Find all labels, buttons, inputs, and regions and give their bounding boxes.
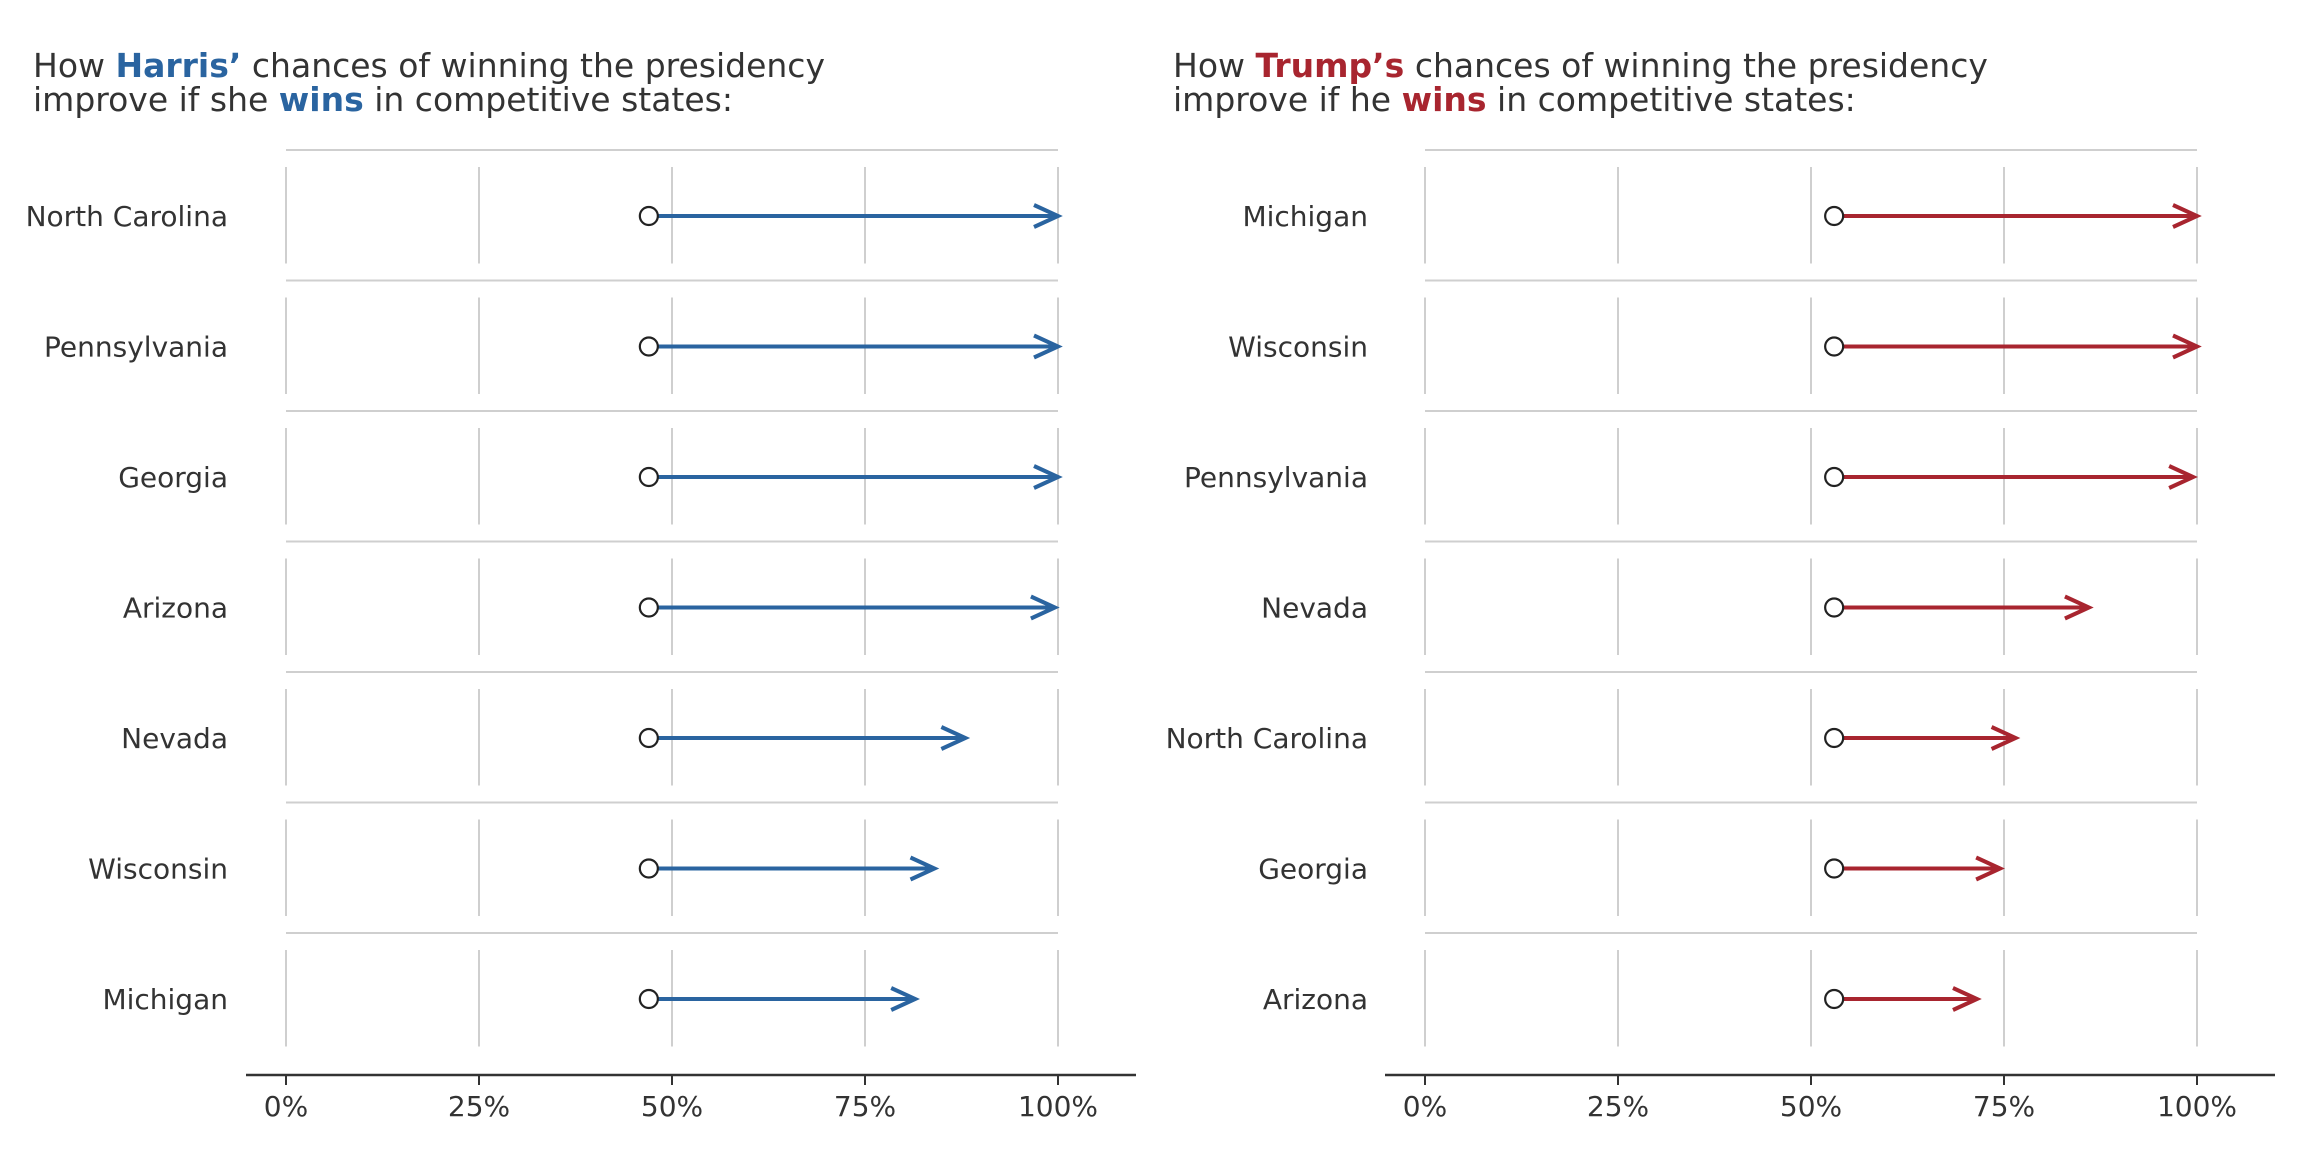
start-point-circle <box>1824 597 1845 618</box>
title-highlight: Trump’s <box>1255 46 1404 85</box>
start-point-circle <box>1824 466 1845 488</box>
title-text: in competitive states: <box>1487 80 1856 119</box>
state-label: North Carolina <box>26 200 228 233</box>
title-text: chances of winning the presidency <box>1404 46 1988 85</box>
x-tick-label: 100% <box>1018 1090 1098 1123</box>
x-tick-label: 75% <box>1973 1090 2035 1123</box>
start-point-circle <box>638 858 659 879</box>
title-text: How <box>1173 46 1255 85</box>
start-point-circle <box>1824 727 1845 749</box>
title-text: How <box>33 46 115 85</box>
state-label: Nevada <box>121 722 228 755</box>
start-point-circle <box>1824 205 1845 227</box>
arrowhead <box>2172 203 2202 229</box>
arrowhead <box>1990 725 2021 751</box>
title-highlight: wins <box>279 80 364 119</box>
chart-title-line-2: improve if he wins in competitive states… <box>1173 80 1856 119</box>
state-label: Pennsylvania <box>44 331 228 364</box>
x-tick-label: 75% <box>834 1090 896 1123</box>
title-highlight: wins <box>1402 80 1487 119</box>
start-point-circle <box>638 205 659 227</box>
state-label: Michigan <box>1242 200 1368 233</box>
arrowhead <box>1975 855 2005 882</box>
chart-title-line-2: improve if she wins in competitive state… <box>33 80 733 119</box>
arrowhead <box>1033 464 1063 490</box>
state-label: Wisconsin <box>88 853 228 886</box>
state-label: Michigan <box>102 983 228 1016</box>
start-point-circle <box>638 597 659 618</box>
panel-trump: How Trump’s chances of winning the presi… <box>1166 46 2275 1123</box>
arrowhead <box>909 855 940 882</box>
start-point-circle <box>638 466 659 488</box>
x-tick-label: 50% <box>1780 1090 1842 1123</box>
chart-title-line-1: How Trump’s chances of winning the presi… <box>1173 46 1988 85</box>
state-label: Georgia <box>1258 853 1368 886</box>
x-tick-label: 50% <box>641 1090 703 1123</box>
arrowhead <box>2064 594 2094 621</box>
title-text: improve if she <box>33 80 279 119</box>
start-point-circle <box>638 727 659 749</box>
state-label: Georgia <box>118 461 228 494</box>
state-label: Wisconsin <box>1228 331 1368 364</box>
arrowhead <box>2172 333 2202 360</box>
arrowhead <box>1033 203 1063 229</box>
state-label: Nevada <box>1261 592 1368 625</box>
start-point-circle <box>1824 988 1845 1010</box>
title-text: in competitive states: <box>364 80 733 119</box>
state-label: Pennsylvania <box>1184 461 1368 494</box>
start-point-circle <box>638 988 659 1010</box>
x-tick-label: 100% <box>2157 1090 2237 1123</box>
start-point-circle <box>638 336 659 357</box>
arrowhead <box>1952 986 1982 1012</box>
x-tick-label: 25% <box>448 1090 510 1123</box>
state-label: Arizona <box>1263 983 1368 1016</box>
title-text: improve if he <box>1173 80 1402 119</box>
state-label: Arizona <box>123 592 228 625</box>
start-point-circle <box>1824 336 1845 357</box>
arrowhead <box>890 986 920 1012</box>
x-tick-label: 0% <box>264 1090 308 1123</box>
start-point-circle <box>1824 858 1845 879</box>
x-tick-label: 0% <box>1403 1090 1447 1123</box>
title-text: chances of winning the presidency <box>241 46 825 85</box>
panel-harris: How Harris’ chances of winning the presi… <box>26 46 1136 1123</box>
arrowhead <box>1033 333 1063 360</box>
chart-title-line-1: How Harris’ chances of winning the presi… <box>33 46 825 85</box>
title-highlight: Harris’ <box>115 46 241 85</box>
x-tick-label: 25% <box>1587 1090 1649 1123</box>
arrowhead <box>940 725 971 751</box>
arrowhead <box>2168 464 2198 490</box>
state-label: North Carolina <box>1166 722 1368 755</box>
arrowhead <box>1030 594 1060 621</box>
